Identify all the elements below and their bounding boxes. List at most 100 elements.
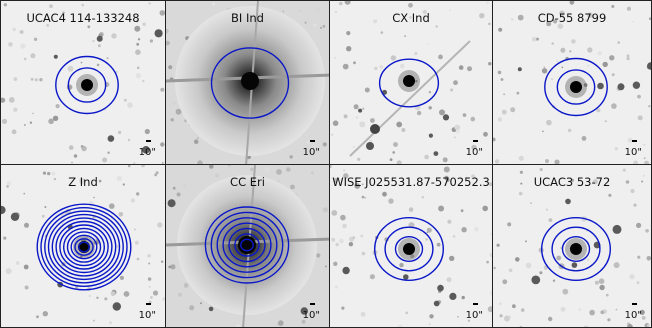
field-star	[561, 66, 564, 69]
contour-line	[55, 55, 119, 115]
field-star	[636, 222, 642, 228]
field-star	[109, 321, 112, 325]
field-star	[426, 231, 429, 234]
field-star	[168, 65, 173, 70]
field-star	[390, 55, 397, 61]
field-star	[107, 135, 115, 142]
field-star	[49, 4, 53, 8]
field-star	[409, 16, 412, 19]
field-star	[148, 285, 151, 288]
field-star	[340, 214, 346, 221]
field-star	[331, 133, 334, 136]
field-star	[415, 80, 418, 83]
field-star	[68, 145, 74, 150]
contour-line	[541, 217, 611, 281]
field-star	[428, 323, 431, 326]
field-star	[341, 306, 345, 310]
field-star	[622, 168, 626, 172]
contour-line	[67, 67, 107, 103]
field-star	[358, 108, 363, 113]
field-star	[439, 109, 445, 116]
field-star	[611, 103, 617, 109]
field-star	[160, 87, 165, 92]
contour-line	[378, 58, 440, 108]
field-star	[30, 53, 36, 59]
scale-label: 10"	[465, 310, 483, 321]
field-star	[322, 207, 329, 213]
field-star	[489, 252, 492, 258]
field-star	[175, 108, 182, 115]
field-star	[161, 162, 164, 164]
field-star	[600, 310, 605, 315]
field-star	[359, 121, 366, 128]
field-star	[116, 175, 123, 181]
field-star	[605, 293, 609, 297]
field-star	[569, 50, 572, 53]
field-star	[607, 318, 611, 322]
field-star	[361, 195, 365, 199]
field-star	[471, 144, 477, 151]
field-star	[438, 205, 445, 212]
field-star	[147, 254, 151, 258]
field-star	[471, 174, 476, 179]
panel-cc-eri: CC Eri 10"	[165, 164, 330, 328]
field-star	[508, 315, 511, 319]
field-star	[357, 157, 361, 161]
field-star	[141, 165, 145, 168]
scale-bar	[310, 140, 315, 142]
field-star	[637, 115, 643, 121]
field-star	[545, 159, 549, 164]
field-star	[520, 182, 523, 185]
sky-image	[330, 165, 492, 327]
field-star	[428, 91, 431, 94]
field-star	[646, 256, 651, 261]
field-star	[362, 107, 365, 110]
field-star	[6, 185, 9, 188]
field-star	[107, 151, 110, 154]
field-star	[410, 254, 415, 259]
contour-line	[240, 238, 254, 252]
sky-image	[1, 1, 165, 164]
field-star	[483, 131, 488, 137]
field-star	[42, 171, 47, 175]
field-star	[327, 175, 329, 178]
field-star	[435, 25, 438, 28]
field-star	[352, 236, 356, 240]
field-star	[80, 255, 83, 258]
field-star	[380, 31, 384, 34]
field-star	[316, 8, 320, 13]
field-star	[178, 292, 183, 297]
field-star	[426, 227, 432, 233]
field-star	[617, 83, 625, 91]
field-star	[98, 179, 102, 183]
field-star	[166, 28, 169, 34]
field-star	[333, 177, 339, 183]
field-star	[112, 302, 122, 311]
field-star	[193, 139, 199, 144]
field-star	[62, 11, 65, 14]
field-star	[33, 37, 38, 41]
contour-line	[51, 217, 117, 277]
field-star	[137, 38, 141, 41]
scale-bar	[146, 140, 151, 142]
field-star	[396, 121, 403, 128]
field-star	[474, 227, 479, 232]
field-star	[209, 162, 212, 164]
field-star	[557, 23, 564, 30]
field-star	[497, 70, 502, 75]
scale-label: 10"	[138, 147, 156, 158]
field-star	[525, 262, 532, 269]
field-star	[136, 42, 140, 46]
field-star	[10, 212, 20, 221]
field-star	[87, 25, 91, 29]
field-star	[609, 55, 615, 61]
field-star	[518, 191, 523, 196]
field-star	[346, 30, 351, 36]
scale-label: 10"	[624, 147, 642, 158]
field-star	[172, 101, 176, 105]
field-star	[353, 104, 359, 110]
field-star	[322, 24, 326, 28]
field-star	[212, 2, 215, 6]
field-star	[360, 234, 364, 238]
field-star	[168, 265, 171, 269]
